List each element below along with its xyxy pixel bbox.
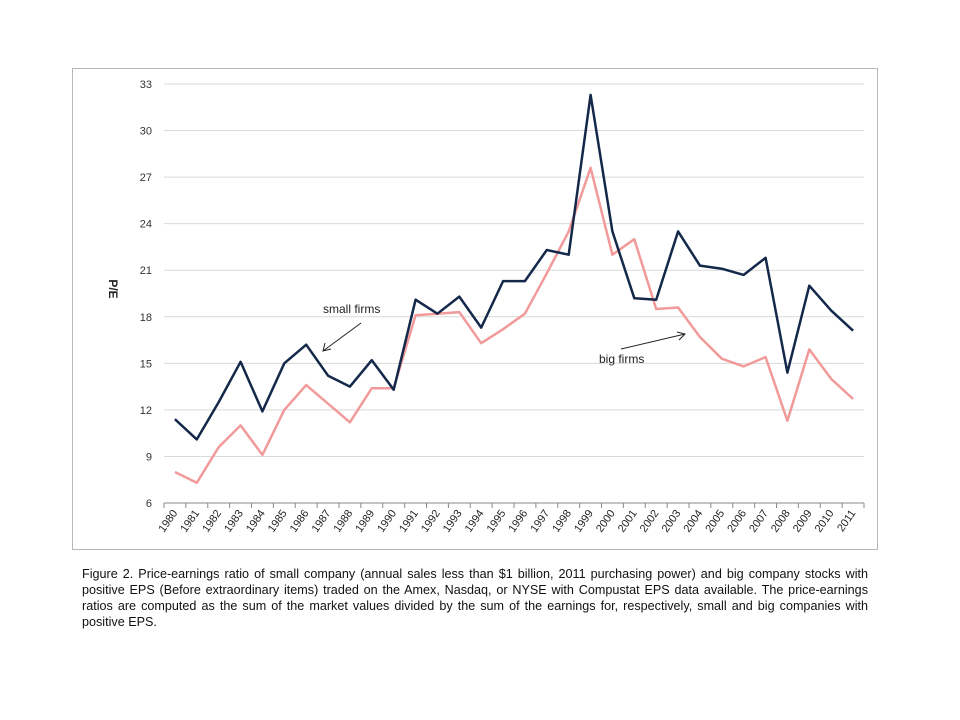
- series-line-big-firms: [174, 166, 854, 485]
- x-tick-label: 2005: [703, 508, 727, 535]
- annotation-small-firms-label: small firms: [323, 302, 380, 316]
- annotation-big-firms-arrowhead: [676, 331, 686, 341]
- x-tick-label: 1989: [353, 508, 377, 535]
- y-tick-label: 15: [140, 358, 152, 370]
- x-tick-label: 2001: [616, 508, 640, 535]
- x-tick-label: 1994: [463, 508, 487, 535]
- x-tick-label: 1985: [266, 508, 290, 535]
- x-tick-label: 1982: [200, 508, 224, 535]
- x-tick-label: 1996: [507, 508, 531, 535]
- x-tick-label: 1990: [375, 508, 399, 535]
- y-axis-ticks: 6 9 12 15 18 21 24 27 30 33: [140, 79, 152, 510]
- series-line-small-firms: [174, 93, 854, 441]
- x-tick-label: 2003: [660, 508, 684, 535]
- y-tick-label: 33: [140, 79, 152, 91]
- y-tick-label: 9: [146, 451, 152, 463]
- y-tick-label: 21: [140, 265, 152, 277]
- y-tick-label: 12: [140, 405, 152, 417]
- x-tick-label: 2011: [835, 508, 858, 534]
- x-tick-label: 2008: [769, 508, 793, 535]
- y-tick-label: 6: [146, 498, 152, 510]
- x-tick-label: 1981: [178, 508, 202, 535]
- x-tick-label: 2009: [791, 508, 815, 535]
- x-tick-label: 1987: [310, 508, 334, 535]
- x-tick-label: 1983: [222, 508, 246, 535]
- y-tick-label: 24: [140, 219, 152, 231]
- x-tick-label: 1980: [157, 508, 181, 535]
- y-tick-label: 30: [140, 126, 152, 138]
- series-lines: [174, 93, 854, 485]
- x-tick-label: 1993: [441, 508, 465, 535]
- y-tick-label: 18: [140, 312, 152, 324]
- annotation-small-firms-arrowhead: [322, 342, 332, 352]
- x-tick-label: 2007: [747, 508, 771, 535]
- x-tick-label: 1988: [332, 508, 356, 535]
- x-tick-label: 1998: [550, 508, 574, 535]
- x-tick-label: 2010: [813, 508, 837, 535]
- x-tick-label: 1986: [288, 508, 312, 535]
- y-axis-label: P/E: [106, 279, 120, 298]
- x-tick-label: 2000: [594, 508, 618, 535]
- x-tick-label: 2004: [682, 508, 706, 535]
- annotation-small-firms-arrow: [322, 322, 362, 352]
- annotation-big-firms-arrow: [620, 333, 686, 350]
- chart-frame: 6 9 12 15 18 21 24 27 30 33 1980 1981 1982 1983 1984 1…: [72, 68, 878, 550]
- annotation-big-firms-label: big firms: [599, 352, 644, 366]
- x-tick-label: 1999: [572, 508, 596, 535]
- x-tick-label: 2006: [725, 508, 749, 535]
- x-tick-label: 1991: [397, 508, 421, 535]
- x-tick-label: 2002: [638, 508, 662, 535]
- annotation-big-firms: big firms: [599, 331, 686, 366]
- x-tick-label: 1984: [244, 508, 268, 535]
- x-tick-label: 1997: [528, 508, 552, 535]
- x-tick-label: 1992: [419, 508, 443, 535]
- annotation-small-firms: small firms: [322, 302, 380, 352]
- x-tick-label: 1995: [485, 508, 509, 535]
- x-axis-ticks: 1980198119821983198419851986198719881989…: [157, 503, 865, 535]
- y-tick-label: 27: [140, 172, 152, 184]
- gridlines: [164, 83, 864, 457]
- figure-caption: Figure 2. Price-earnings ratio of small …: [82, 567, 868, 629]
